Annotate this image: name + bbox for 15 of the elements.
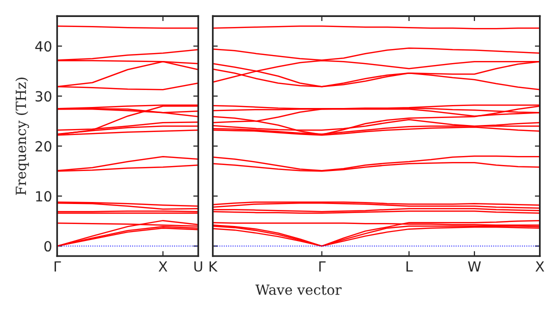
x-tick-label: Γ (54, 261, 61, 272)
x-tick-label: K (210, 261, 218, 272)
y-tick-label: 10 (36, 191, 52, 202)
y-tick-label: 0 (44, 241, 52, 252)
x-axis-title: Wave vector (255, 284, 342, 295)
x-tick-label: X (535, 261, 544, 272)
x-tick-label: X (158, 261, 168, 272)
x-tick-label: L (406, 261, 413, 272)
y-tick-label: 20 (36, 141, 52, 152)
x-tick-label: W (468, 261, 481, 272)
y-axis-title: Frequency (THz) (15, 78, 30, 195)
x-tick-label: Γ (319, 261, 326, 272)
y-tick-label: 30 (36, 91, 52, 102)
x-tick-label: U (194, 261, 202, 272)
y-tick-label: 40 (35, 41, 52, 52)
